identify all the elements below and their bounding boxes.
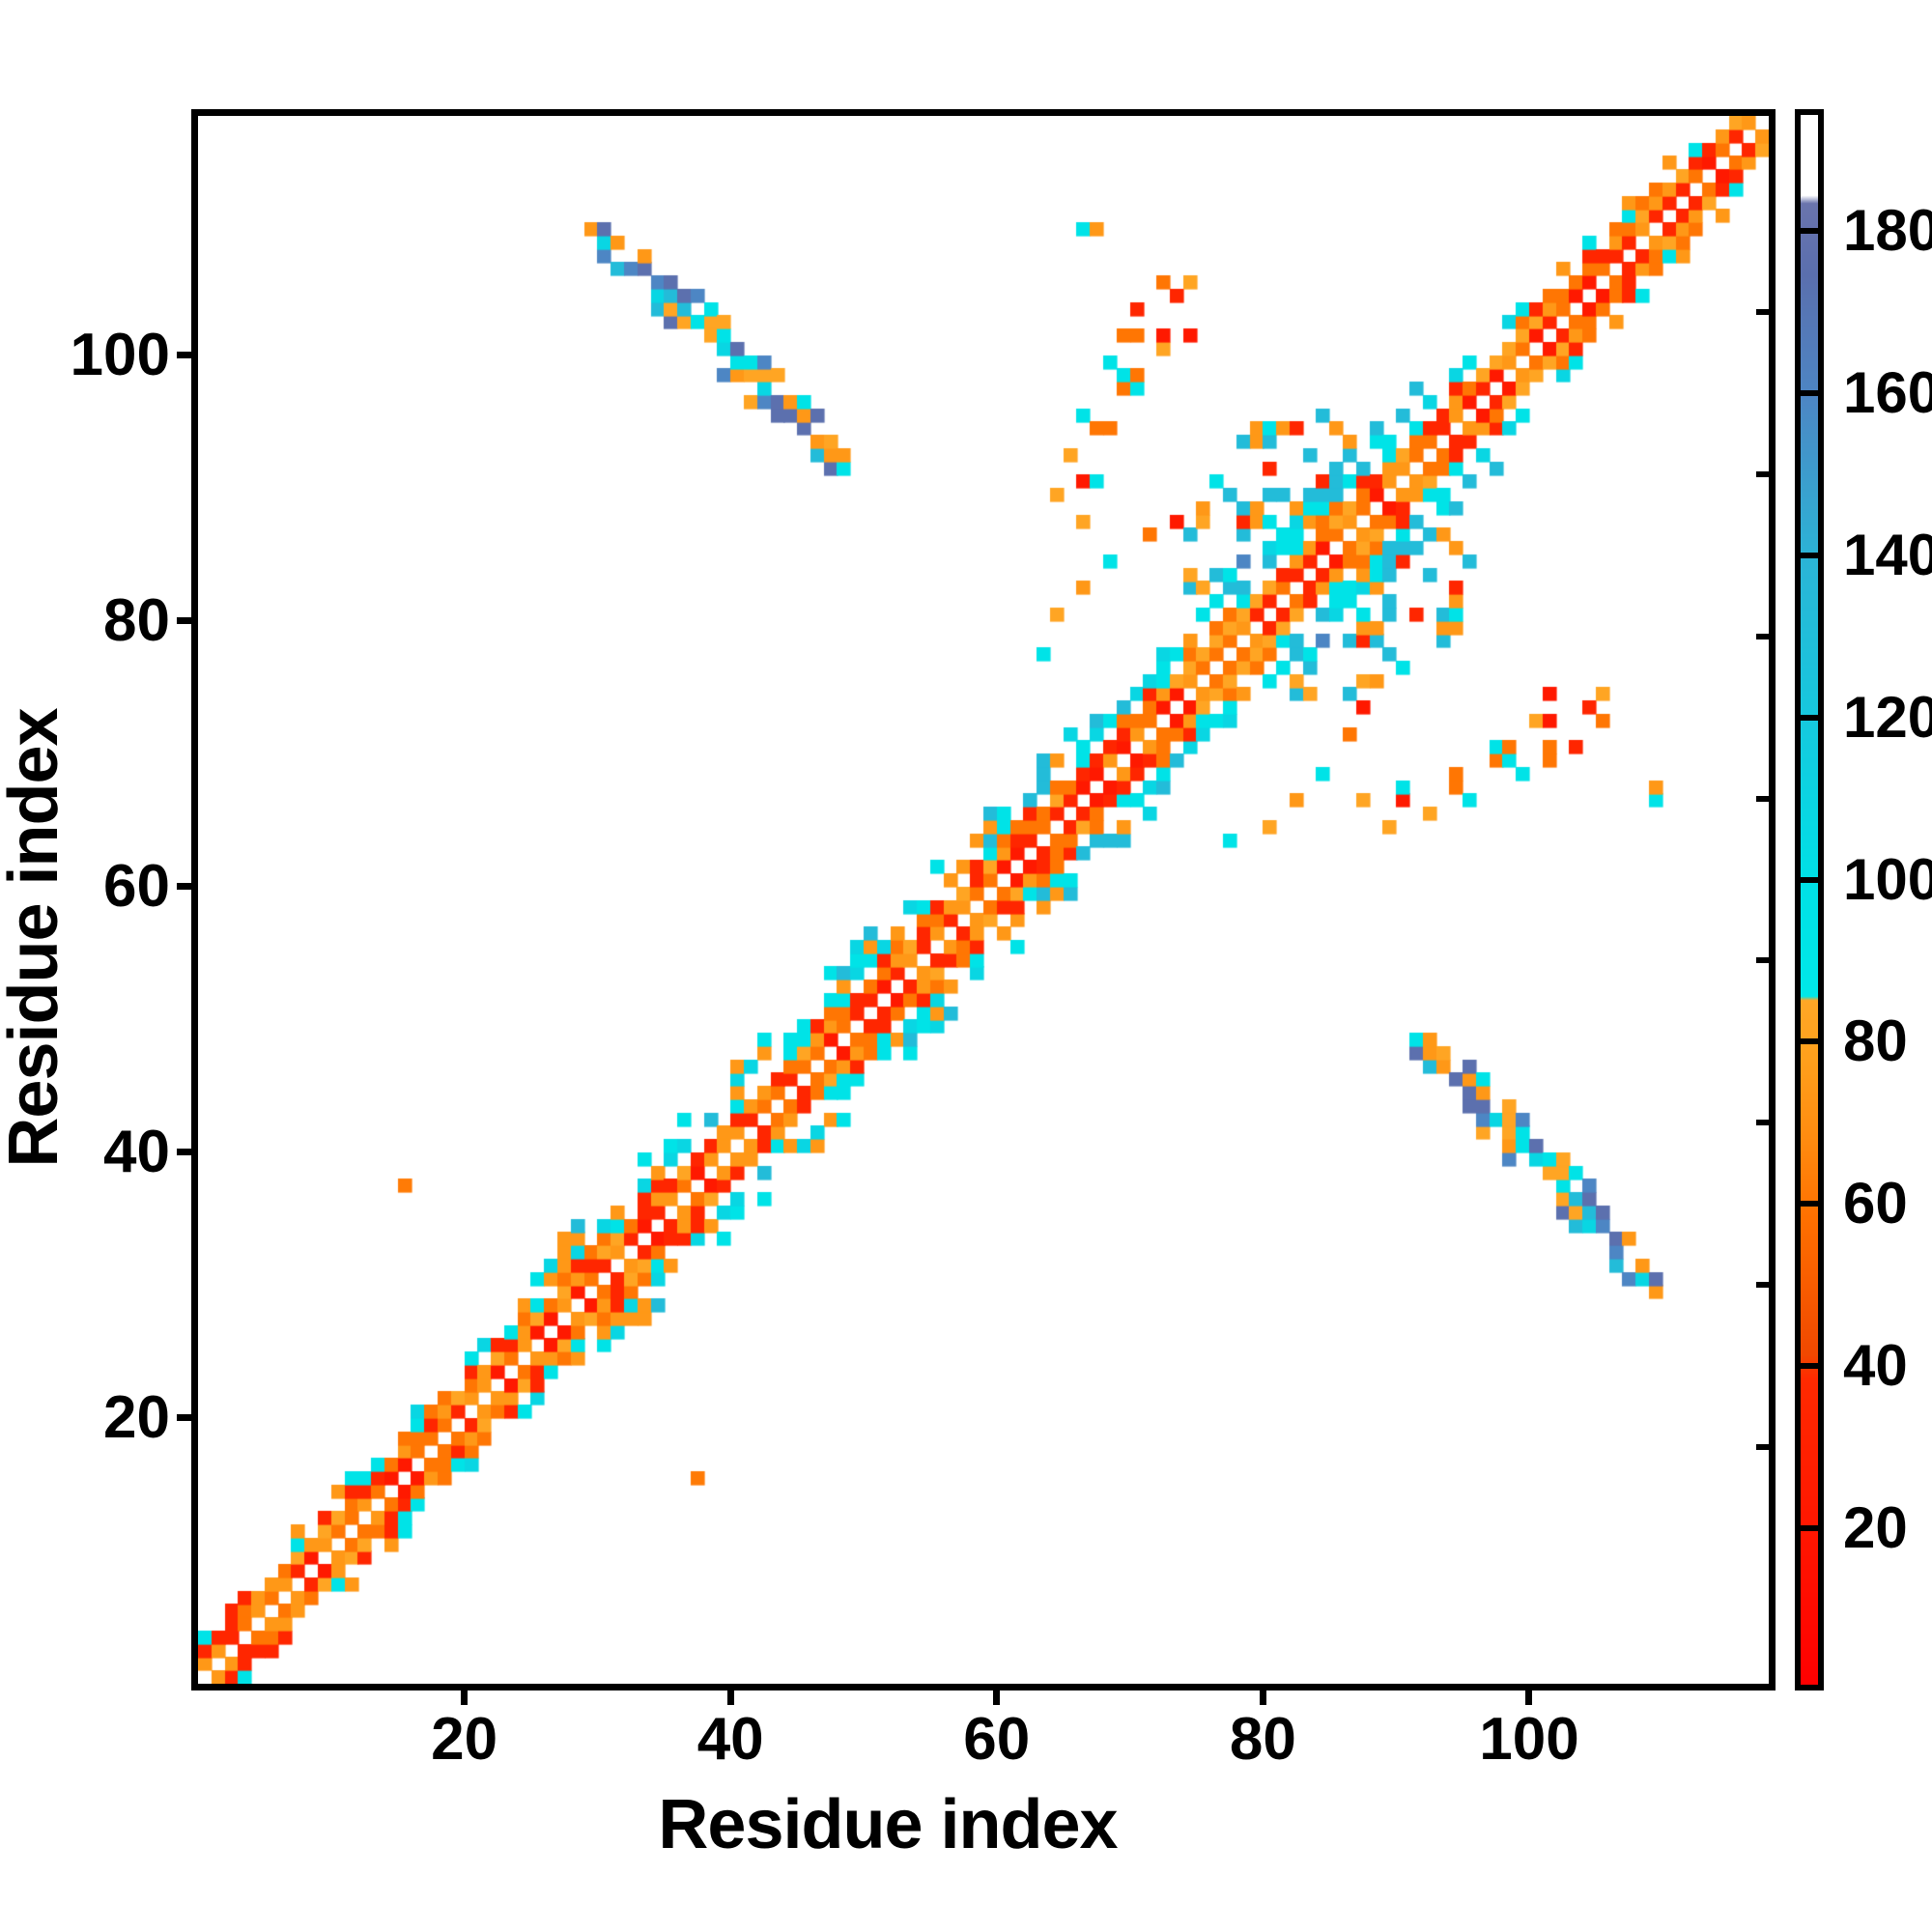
colorbar-label-80: 80: [1843, 1009, 1908, 1074]
colorbar-minor-tick-30: [1756, 1444, 1776, 1451]
y-tick-label-80: 80: [103, 586, 170, 654]
colorbar-tick-80: [1799, 1038, 1820, 1045]
colorbar-strip: [1795, 109, 1824, 1690]
colorbar-minor-tick-130: [1756, 633, 1776, 639]
colorbar-tick-40: [1799, 1363, 1820, 1370]
colorbar-tick-160: [1799, 389, 1820, 396]
y-tick-40: [177, 1149, 198, 1156]
colorbar-gradient: [1801, 115, 1818, 1685]
colorbar-label-160: 160: [1843, 359, 1932, 425]
y-axis-title: Residue index: [0, 708, 72, 1168]
colorbar-label-140: 140: [1843, 522, 1932, 587]
y-tick-20: [177, 1414, 198, 1422]
colorbar-label-100: 100: [1843, 846, 1932, 912]
colorbar-label-120: 120: [1843, 684, 1932, 750]
x-tick-label-20: 20: [431, 1706, 498, 1773]
colorbar-tick-20: [1799, 1525, 1820, 1532]
colorbar-label-60: 60: [1843, 1171, 1908, 1236]
colorbar-tick-100: [1799, 876, 1820, 883]
x-tick-80: [1259, 1684, 1266, 1705]
y-tick-label-20: 20: [103, 1383, 170, 1451]
y-tick-60: [177, 883, 198, 891]
x-tick-40: [726, 1684, 734, 1705]
colorbar-label-20: 20: [1843, 1495, 1908, 1561]
contact-map-heatmap: [198, 116, 1769, 1684]
colorbar-tick-60: [1799, 1201, 1820, 1208]
colorbar-tick-180: [1799, 227, 1820, 234]
colorbar-minor-tick-150: [1756, 470, 1776, 477]
x-tick-100: [1525, 1684, 1533, 1705]
x-axis-title: Residue index: [658, 1786, 1118, 1863]
colorbar: 20 40 60 80 100 120 140 160 180: [1795, 109, 1932, 1690]
y-tick-80: [177, 617, 198, 625]
colorbar-label-40: 40: [1843, 1333, 1908, 1399]
y-tick-label-100: 100: [70, 321, 170, 388]
colorbar-minor-tick-50: [1756, 1282, 1776, 1289]
y-tick-label-40: 40: [103, 1118, 170, 1185]
x-tick-label-80: 80: [1229, 1706, 1296, 1773]
colorbar-tick-120: [1799, 714, 1820, 721]
plot-area: [191, 109, 1776, 1690]
colorbar-label-180: 180: [1843, 197, 1932, 263]
x-tick-label-60: 60: [963, 1706, 1031, 1773]
x-tick-20: [461, 1684, 469, 1705]
x-tick-label-40: 40: [696, 1706, 764, 1773]
colorbar-tick-140: [1799, 552, 1820, 558]
colorbar-minor-tick-170: [1756, 308, 1776, 315]
x-tick-60: [993, 1684, 1001, 1705]
colorbar-minor-tick-110: [1756, 795, 1776, 802]
colorbar-minor-tick-90: [1756, 957, 1776, 964]
x-tick-label-100: 100: [1479, 1706, 1579, 1773]
y-tick-100: [177, 352, 198, 359]
colorbar-minor-tick-70: [1756, 1120, 1776, 1126]
y-tick-label-60: 60: [103, 852, 170, 920]
